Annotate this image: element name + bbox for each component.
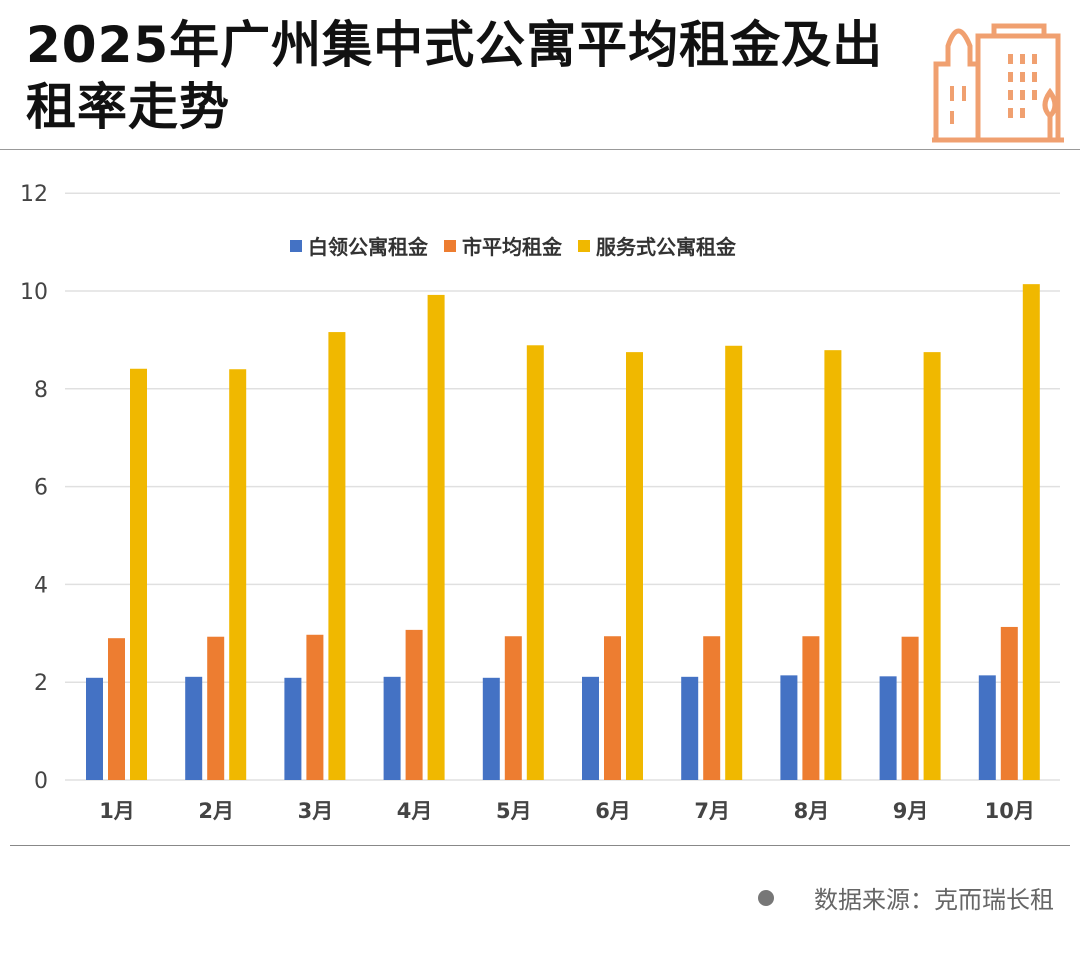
bar-2-0 bbox=[130, 368, 147, 780]
bar-0-4 bbox=[482, 677, 500, 780]
bar-0-8 bbox=[879, 676, 897, 780]
bar-1-1 bbox=[207, 636, 225, 780]
bar-2-2 bbox=[328, 332, 346, 780]
bar-1-5 bbox=[604, 636, 621, 780]
legend-label: 市平均租金 bbox=[462, 235, 563, 259]
bar-1-4 bbox=[504, 636, 522, 780]
y-tick-label: 8 bbox=[34, 378, 48, 403]
bar-2-5 bbox=[626, 352, 643, 780]
legend-swatch bbox=[290, 240, 302, 252]
y-tick-label: 12 bbox=[20, 182, 48, 207]
bar-2-8 bbox=[923, 352, 941, 780]
x-tick-label: 2月 bbox=[198, 799, 234, 823]
bar-chart: 0 2 4 6 8 10 12 1月 2月 3月 4月 5月 6月 7月 8月 9月 10月 白领公寓租金 市平均租… bbox=[20, 182, 1060, 823]
legend-swatch bbox=[444, 240, 456, 252]
x-tick-label: 3月 bbox=[298, 799, 334, 823]
x-tick-label: 5月 bbox=[496, 799, 532, 823]
y-tick-label: 6 bbox=[34, 476, 48, 501]
bar-1-7 bbox=[802, 636, 820, 780]
bar-0-0 bbox=[86, 677, 103, 780]
legend-label: 白领公寓租金 bbox=[308, 235, 429, 259]
bar-0-5 bbox=[582, 676, 599, 780]
bar-2-6 bbox=[725, 345, 743, 780]
bar-0-9 bbox=[978, 675, 996, 780]
city-buildings-icon bbox=[932, 23, 1064, 143]
footer-divider bbox=[10, 845, 1070, 846]
source-text: 数据来源：克而瑞长租 bbox=[814, 886, 1054, 914]
bar-2-1 bbox=[229, 369, 247, 780]
bar-0-3 bbox=[383, 676, 401, 780]
legend-swatch bbox=[578, 240, 590, 252]
bar-2-4 bbox=[526, 345, 544, 780]
x-tick-label: 7月 bbox=[694, 799, 730, 823]
bar-1-2 bbox=[306, 634, 324, 780]
y-tick-label: 2 bbox=[34, 671, 48, 696]
legend-label: 服务式公寓租金 bbox=[596, 235, 737, 259]
x-tick-label: 9月 bbox=[893, 799, 929, 823]
x-tick-label: 6月 bbox=[595, 799, 631, 823]
bar-1-3 bbox=[405, 629, 423, 780]
y-tick-label: 0 bbox=[34, 769, 48, 794]
title-divider bbox=[0, 149, 1080, 150]
bar-2-7 bbox=[824, 350, 842, 780]
bar-0-1 bbox=[185, 676, 203, 780]
bullet-icon bbox=[758, 889, 774, 906]
bar-2-3 bbox=[427, 294, 445, 780]
bar-0-6 bbox=[681, 676, 699, 780]
bar-0-7 bbox=[780, 675, 798, 780]
bar-1-9 bbox=[1000, 626, 1018, 780]
x-tick-label: 1月 bbox=[99, 799, 135, 823]
y-tick-label: 10 bbox=[20, 280, 48, 305]
bar-0-2 bbox=[284, 677, 302, 780]
x-tick-label: 8月 bbox=[794, 799, 830, 823]
x-tick-label: 10月 bbox=[985, 799, 1035, 823]
bar-1-0 bbox=[108, 638, 125, 780]
bar-2-9 bbox=[1022, 284, 1040, 780]
page-title: 2025年广州集中式公寓平均租金及出租率走势 bbox=[26, 16, 884, 136]
source-note: 数据来源：克而瑞长租 bbox=[758, 880, 1054, 915]
x-tick-label: 4月 bbox=[397, 799, 433, 823]
bar-1-8 bbox=[901, 636, 919, 780]
bar-1-6 bbox=[703, 636, 721, 780]
y-tick-label: 4 bbox=[34, 573, 48, 598]
